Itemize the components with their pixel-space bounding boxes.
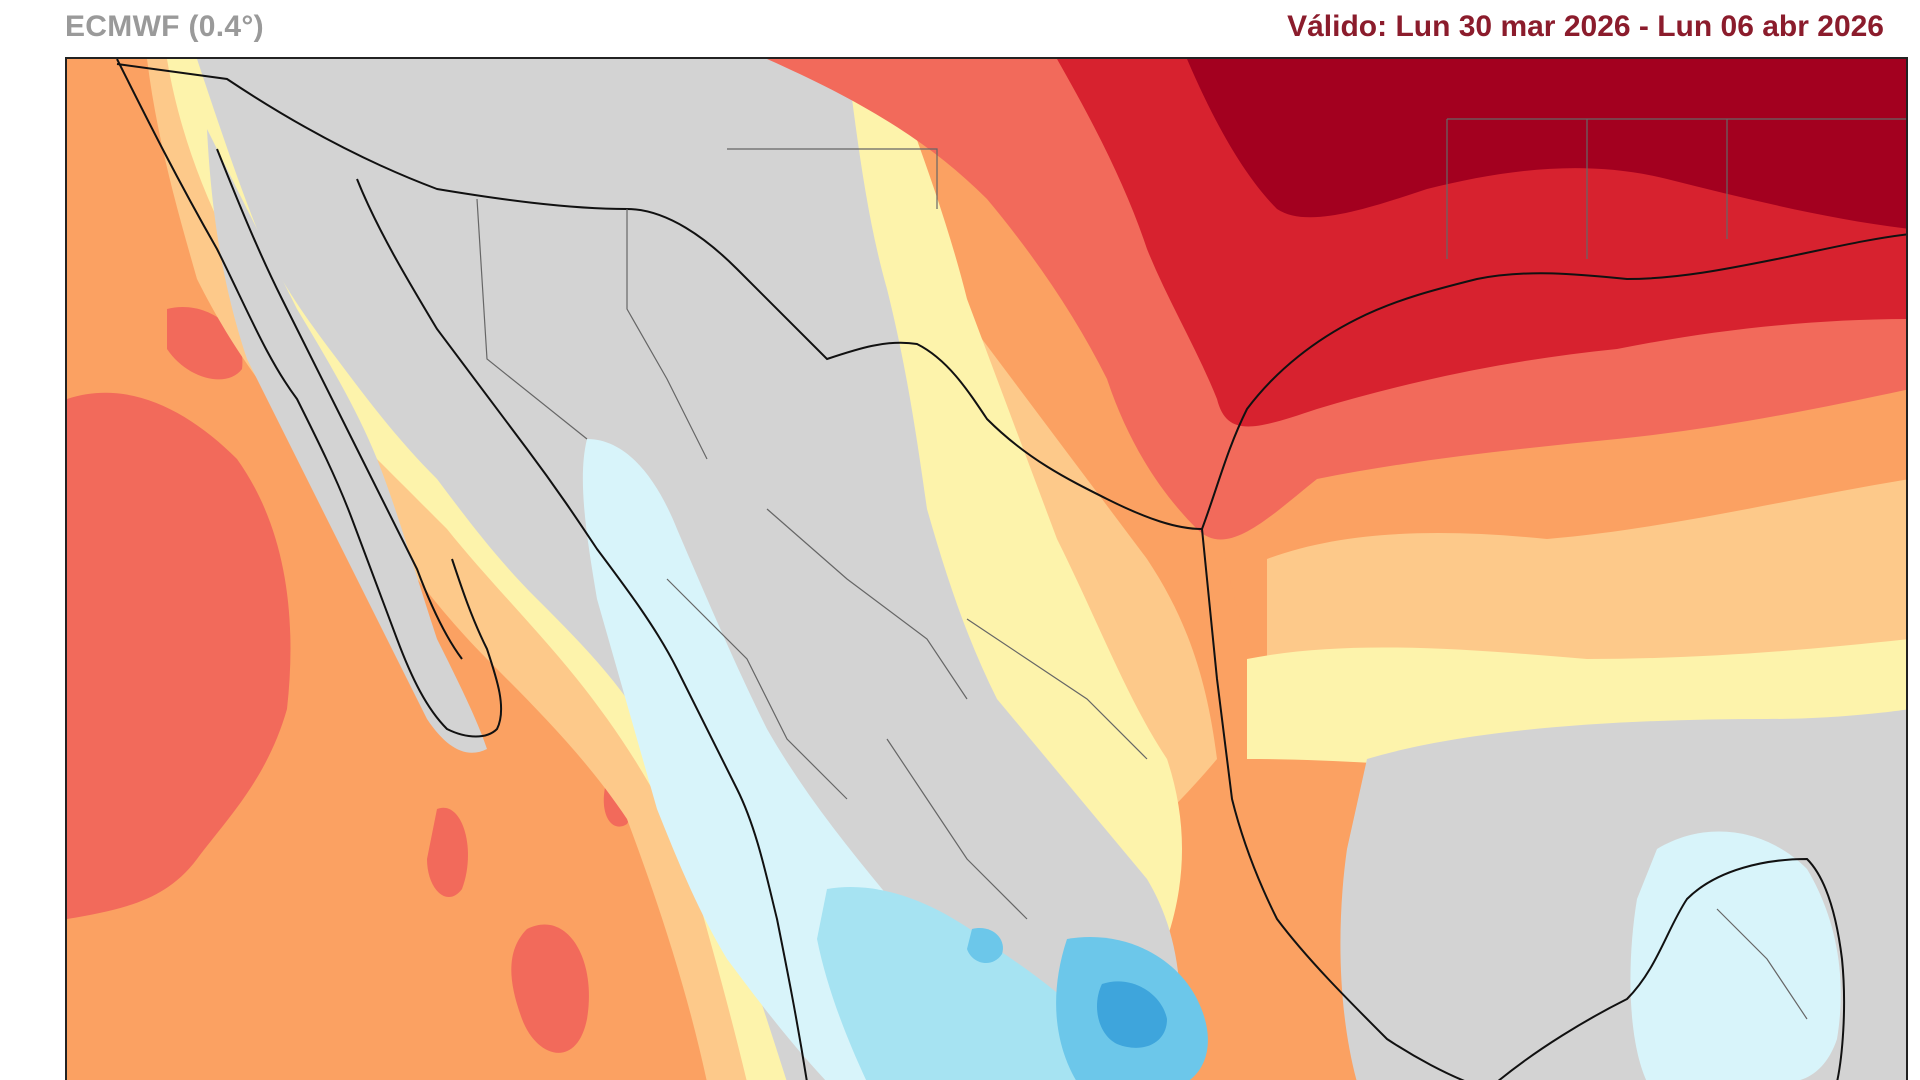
coastlines xyxy=(116,59,1906,1080)
international-border xyxy=(116,63,1203,530)
border-state-6 xyxy=(966,618,1148,760)
border-state-2 xyxy=(626,209,708,460)
model-label: ECMWF (0.4°) xyxy=(65,10,264,43)
border-state-4 xyxy=(666,578,848,800)
region-dark-blue-central xyxy=(1097,981,1167,1048)
coast-mainland-pacific xyxy=(356,178,808,1080)
valid-prefix: Válido: xyxy=(1287,10,1388,43)
region-light-red-pacific3 xyxy=(511,924,589,1053)
region-light-red-pacific xyxy=(67,392,291,920)
border-state-5 xyxy=(886,738,1028,920)
region-light-cyan-yucatan xyxy=(1630,831,1841,1080)
border-us-mexico xyxy=(116,63,1203,530)
region-grey-baja xyxy=(207,129,487,753)
coast-texas xyxy=(1201,233,1906,530)
state-borders xyxy=(476,118,1906,1020)
region-dark-red-us xyxy=(1187,59,1906,229)
coast-yucatan xyxy=(1497,857,1846,1080)
border-state-1 xyxy=(476,198,588,440)
map-canvas xyxy=(67,59,1906,1080)
region-cyan-central xyxy=(817,887,1127,1080)
region-light-cyan-central xyxy=(582,439,1106,1080)
anomaly-map xyxy=(65,57,1908,1080)
coast-gulf-west xyxy=(1201,528,1465,1080)
region-light-red-pacific4 xyxy=(427,807,468,898)
coast-baja-east xyxy=(216,148,463,660)
border-state-11 xyxy=(1716,908,1808,1020)
border-state-12 xyxy=(727,148,938,209)
region-blue-spot xyxy=(967,928,1003,964)
border-state-3 xyxy=(766,508,968,700)
valid-range: Lun 30 mar 2026 - Lun 06 abr 2026 xyxy=(1395,10,1884,43)
valid-period: Válido: Lun 30 mar 2026 - Lun 06 abr 202… xyxy=(1287,10,1884,44)
coast-baja-west xyxy=(116,59,503,738)
